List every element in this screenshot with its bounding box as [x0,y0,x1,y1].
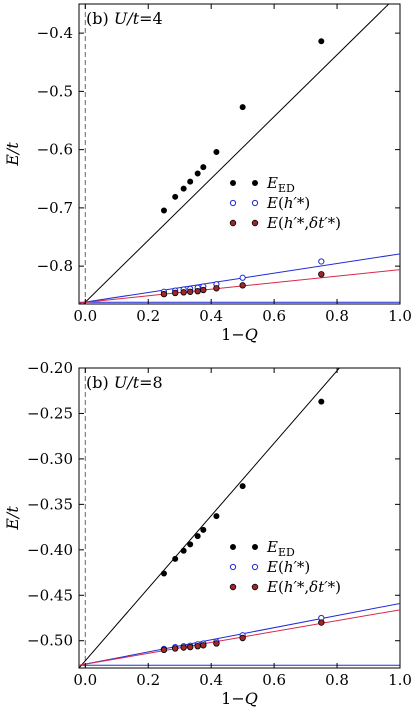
point-s2-1-a [172,289,179,297]
x-tick-label-1-b: 0.2 [136,671,160,689]
x-tick-label-3-a: 0.6 [262,307,286,325]
point-s2-4-b [194,642,201,650]
plot-frame-a [78,3,401,305]
x-tick-label-5-b: 1.0 [388,671,412,689]
y-tick-label-3-a: −0.5 [37,82,73,100]
y-tick-label-0-b: −0.50 [27,632,73,650]
point-s2-8-b [318,619,325,626]
point-s2-7-b [239,634,246,642]
point-s2-4-a [194,287,201,295]
y-tick-label-5-b: −0.25 [27,404,73,422]
y-tick-label-3-b: −0.35 [27,495,73,513]
point-s0-8-b [318,398,325,405]
point-s0-4-b [194,533,201,540]
y-tick-label-0-a: −0.8 [37,257,73,275]
point-s0-3-b [187,541,194,548]
point-s0-7-b [239,483,246,490]
plot-frame-b [78,367,401,669]
legend-marker-2-1-b [251,583,259,591]
fit-line-0-b [79,368,341,668]
point-s0-0-a [160,207,167,214]
point-s2-5-a [200,286,207,294]
point-s0-6-b [213,513,220,520]
x-tick-label-0-b: 0.0 [73,671,97,689]
point-s2-3-a [186,288,194,295]
legend-marker-0-1-a [251,179,258,186]
panel-title-b: (b) U/t=8 [86,373,163,392]
fit-line-0-a [82,4,390,304]
fit-line-1-a [79,253,400,304]
legend-label-1-b: E(h′*) [266,558,310,576]
legend-marker-1-1-a [251,199,259,207]
point-s0-5-b [200,526,207,533]
legend-label-0-a: EED [266,174,295,195]
y-tick-label-1-b: −0.45 [27,586,73,604]
y-tick-label-2-b: −0.40 [27,541,73,559]
x-axis-label-a: 1−Q [221,325,258,344]
point-s0-0-b [160,570,167,577]
legend-marker-1-0-b [229,563,237,571]
point-s0-8-a [318,38,325,45]
point-s1-7-a [239,274,246,281]
x-tick-label-5-a: 1.0 [388,307,412,325]
point-s0-6-a [213,148,220,155]
y-tick-label-1-a: −0.7 [37,199,73,217]
y-tick-label-4-b: −0.30 [27,450,73,468]
legend-label-2-b: E(h′*,δt′*) [266,578,341,596]
point-s0-7-a [239,104,246,111]
legend-marker-0-0-a [229,179,236,186]
point-s0-1-b [172,555,179,562]
point-s0-5-a [200,164,207,171]
panel-b: 0.0 0.2 0.4 0.6 0.8 1.0 −0.50 −0.45 −0.40 −0.35 −0… [3,359,412,708]
legend-marker-1-1-b [251,563,259,571]
point-s0-4-a [194,170,201,177]
point-s2-1-b [172,645,179,652]
y-axis-label-a: E/t [3,142,22,167]
y-tick-label-2-a: −0.6 [37,141,73,159]
point-s0-2-a [180,185,187,192]
x-tick-label-0-a: 0.0 [73,307,97,325]
panel-title-a: (b) U/t=4 [86,9,163,28]
x-tick-label-4-b: 0.8 [325,671,349,689]
x-tick-label-2-b: 0.4 [199,671,223,689]
point-s2-6-b [213,640,220,647]
legend-label-1-a: E(h′*) [266,194,310,212]
point-s1-8-a [318,258,325,265]
x-tick-label-1-a: 0.2 [136,307,160,325]
x-axis-label-b: 1−Q [221,689,258,708]
point-s0-1-a [172,193,179,200]
x-tick-label-2-a: 0.4 [199,307,223,325]
legend-marker-0-0-b [229,544,236,551]
point-s2-7-a [239,282,246,289]
point-s0-3-a [187,178,194,185]
x-tick-label-3-b: 0.6 [262,671,286,689]
legend-label-0-b: EED [266,538,295,559]
x-tick-label-4-a: 0.8 [325,307,349,325]
point-s2-2-a [180,289,187,296]
point-s2-2-b [180,644,187,651]
fit-line-1-b [79,602,400,666]
point-s2-3-b [186,643,194,651]
panel-a: 0.0 0.2 0.4 0.6 0.8 1.0 −0.8 −0.7 −0.6 −0.5 −0.4 E… [3,3,412,344]
point-s2-0-b [160,646,168,654]
fit-line-2-a [79,269,400,304]
point-s2-0-a [160,290,168,298]
legend-marker-0-1-b [251,544,258,551]
legend-marker-2-1-a [251,219,259,227]
point-s2-8-a [318,271,325,278]
legend-marker-2-0-b [229,583,237,591]
legend-marker-1-0-a [229,199,237,207]
point-s0-2-b [180,547,187,554]
legend-label-2-a: E(h′*,δt′*) [266,214,341,232]
point-s2-5-b [200,642,207,649]
point-s2-6-a [213,285,220,292]
y-axis-label-b: E/t [3,506,22,531]
y-tick-label-6-b: −0.20 [27,359,73,377]
y-tick-label-4-a: −0.4 [37,24,73,42]
legend-marker-2-0-a [229,219,237,227]
